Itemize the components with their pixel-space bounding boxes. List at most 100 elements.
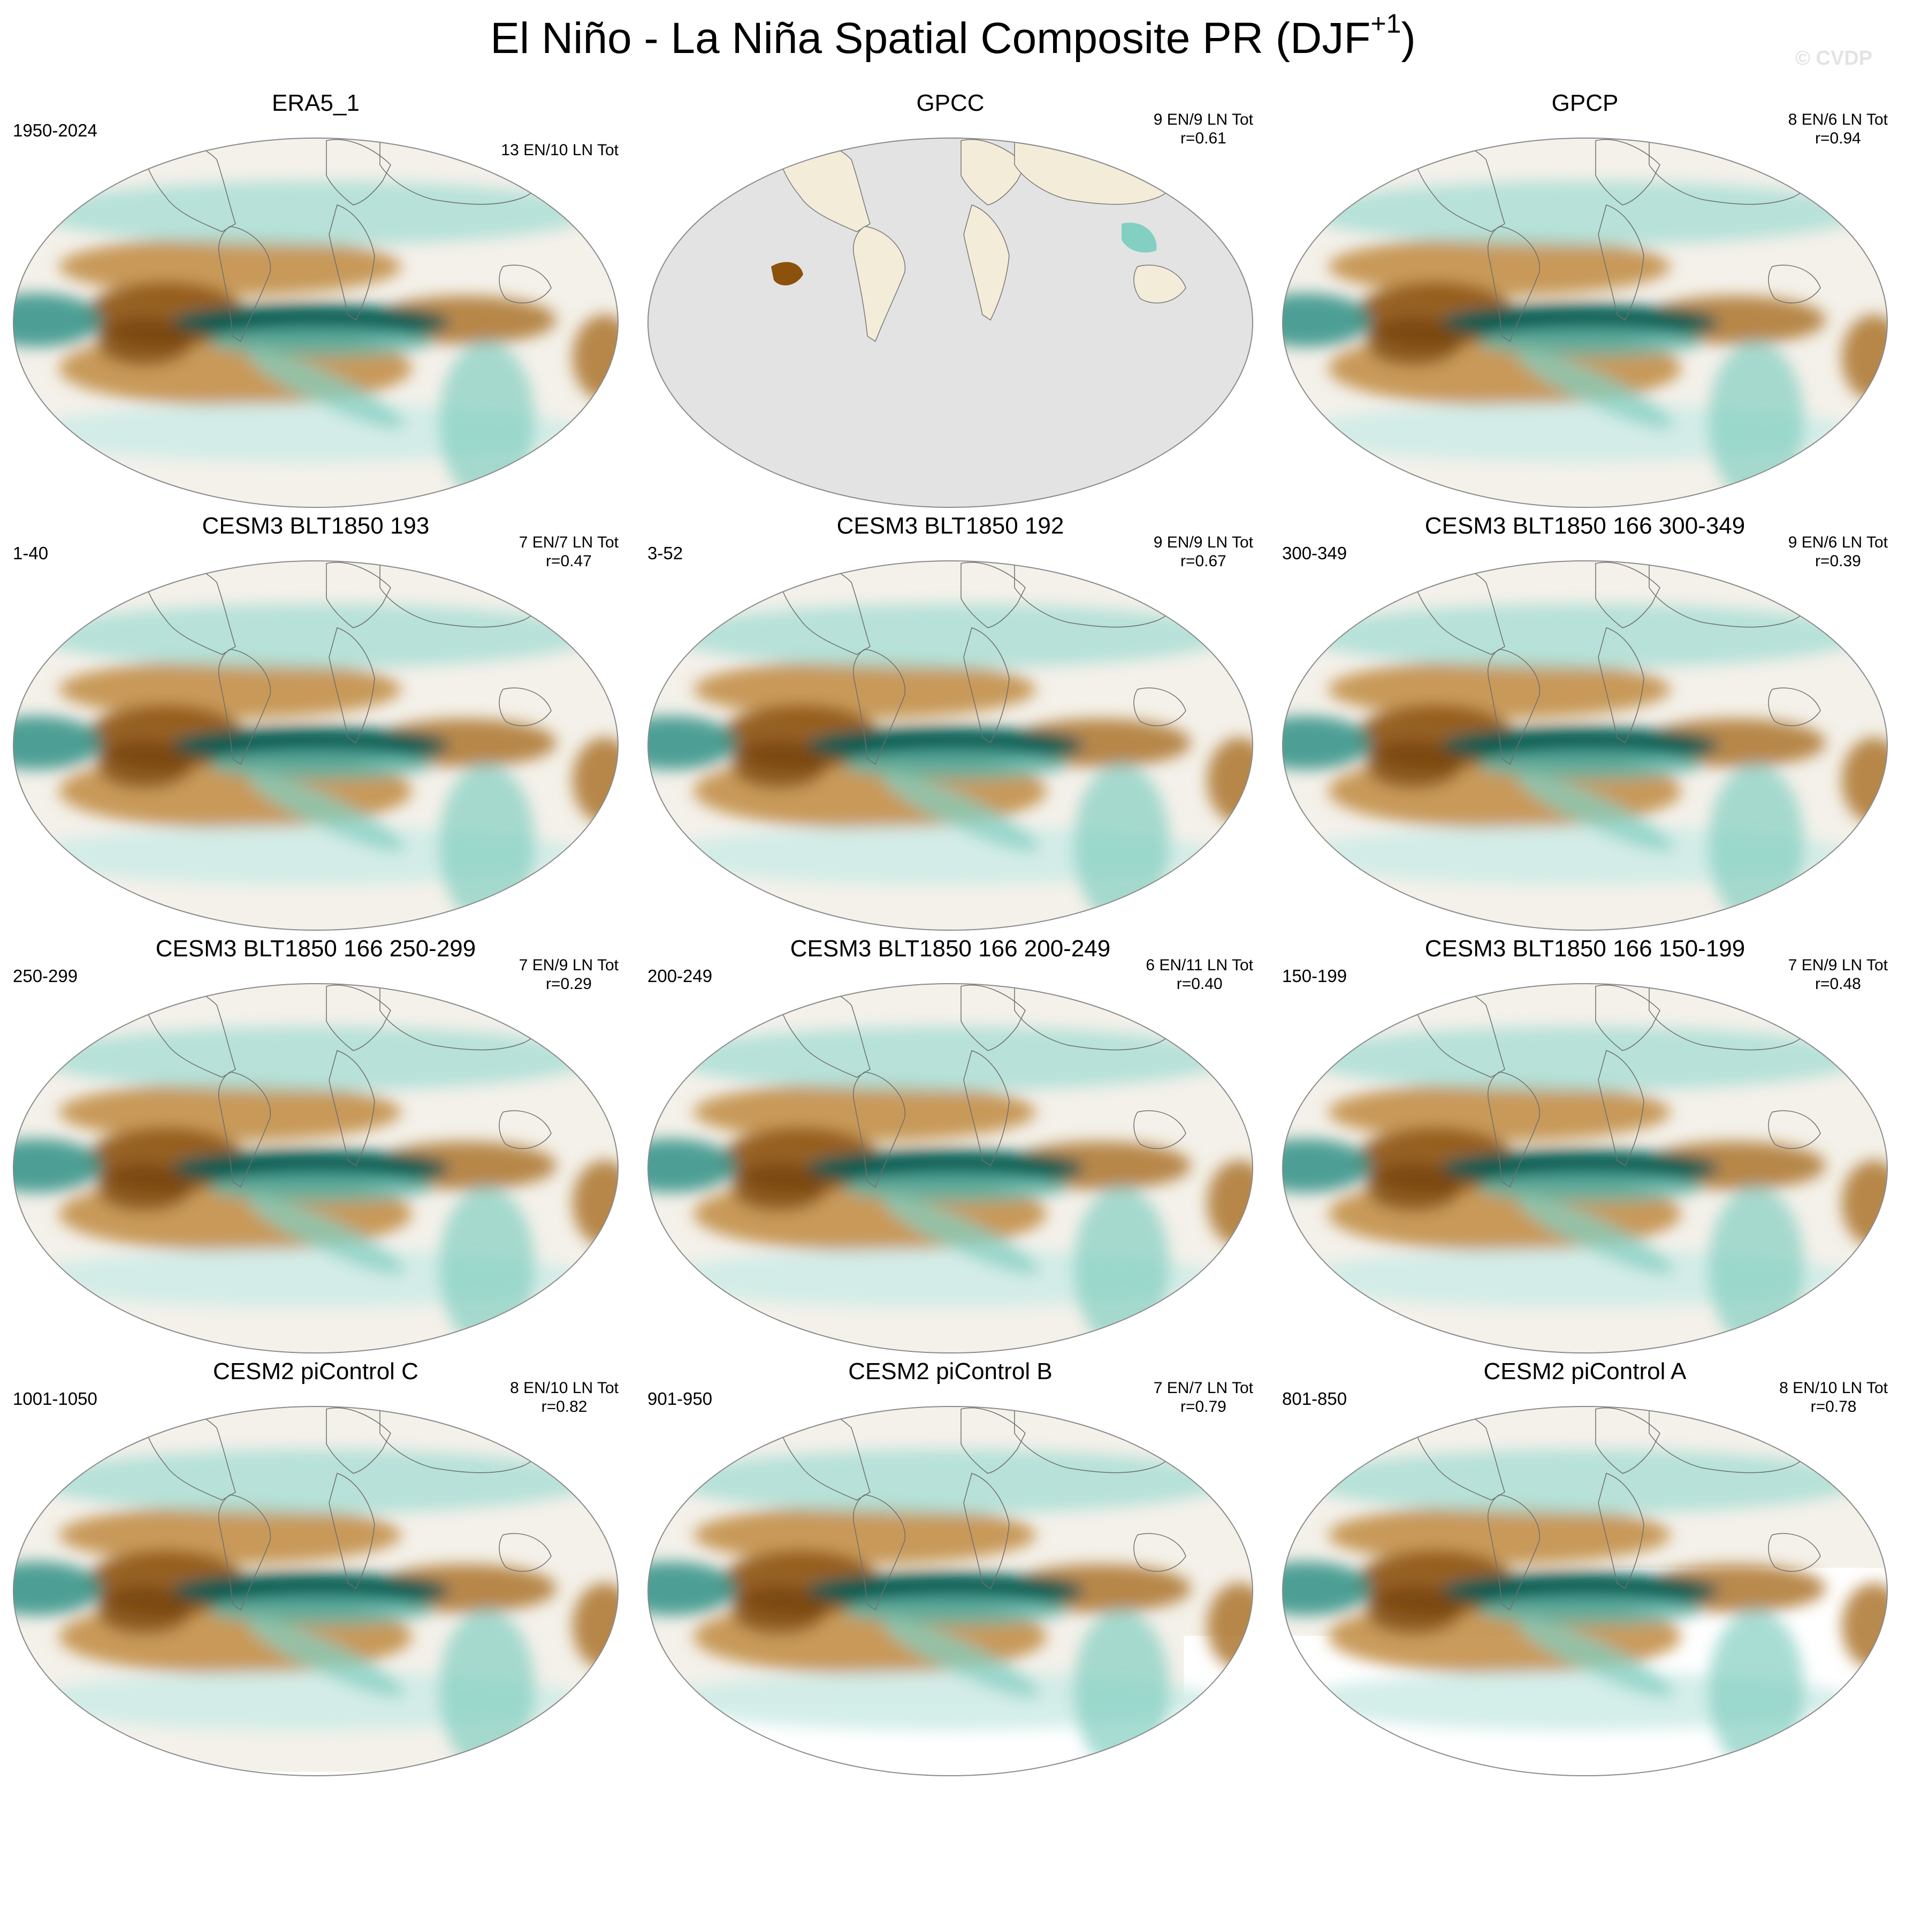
panel-stats: 8 EN/10 LN Tot r=0.82 <box>510 1379 619 1416</box>
colorbar: -5 -4 -3 -2 -1 -.75 -.5 -.25 -.1 0 .1 .25 .5 .75 1 2 3 4 5 <box>306 1811 1601 1885</box>
colorbar-swatch <box>630 1811 695 1840</box>
colorbar-swatch <box>759 1811 824 1840</box>
colorbar-unit-label: mm/day <box>0 1893 1906 1931</box>
event-count: 9 EN/9 LN Tot <box>1154 110 1253 129</box>
colorbar-swatch <box>889 1811 954 1840</box>
colorbar-tick-label: .5 <box>1135 1848 1161 1883</box>
event-count: 8 EN/6 LN Tot <box>1788 110 1888 129</box>
colorbar-tick-label: .1 <box>1005 1848 1031 1883</box>
colorbar-swatch <box>824 1811 889 1840</box>
correlation-value: r=0.47 <box>519 552 619 571</box>
robinson-map <box>640 513 1261 935</box>
panel-stats: 8 EN/10 LN Tot r=0.78 <box>1779 1379 1888 1416</box>
panel-stats: 7 EN/7 LN Tot r=0.79 <box>1154 1379 1253 1416</box>
panel-stats: 9 EN/6 LN Tot r=0.39 <box>1788 533 1888 571</box>
title-superscript: +1 <box>1370 9 1401 39</box>
robinson-map <box>5 1358 626 1781</box>
event-count: 13 EN/10 LN Tot <box>501 141 619 159</box>
colorbar-tick-label: .75 <box>1191 1848 1234 1883</box>
colorbar-tick-label: -.25 <box>797 1848 851 1883</box>
panel-stats: 9 EN/9 LN Tot r=0.61 <box>1154 110 1253 148</box>
map-panel: CESM2 piControl B 901-950 7 EN/7 LN Tot r=0… <box>640 1358 1261 1781</box>
panel-stats: 7 EN/9 LN Tot r=0.48 <box>1788 956 1888 993</box>
event-count: 7 EN/7 LN Tot <box>1154 1379 1253 1397</box>
panel-years: 801-850 <box>1282 1389 1347 1409</box>
map-panel: CESM3 BLT1850 166 300-349 300-349 9 EN/6 L… <box>1275 513 1895 935</box>
colorbar-swatch <box>1407 1811 1472 1840</box>
correlation-value: r=0.78 <box>1779 1397 1888 1416</box>
colorbar-swatch <box>1277 1811 1342 1840</box>
correlation-value: r=0.82 <box>510 1397 619 1416</box>
cvdp-watermark: © CVDP <box>1795 47 1872 70</box>
robinson-map <box>5 513 626 935</box>
panel-stats: 8 EN/6 LN Tot r=0.94 <box>1788 110 1888 148</box>
panel-title: ERA5_1 <box>5 90 626 117</box>
robinson-map <box>1275 90 1895 513</box>
panel-years: 1-40 <box>13 544 48 563</box>
robinson-map <box>1275 513 1895 935</box>
colorbar-swatch <box>954 1811 1018 1840</box>
map-panel: CESM2 piControl C 1001-1050 8 EN/10 LN Tot… <box>5 1358 626 1781</box>
colorbar-tick-label: -3 <box>486 1848 514 1883</box>
colorbar-swatch <box>436 1811 500 1840</box>
correlation-value: r=0.29 <box>519 975 619 993</box>
map-panel: CESM3 BLT1850 193 1-40 7 EN/7 LN Tot r=0.47 <box>5 513 626 935</box>
colorbar-tick-label: -.1 <box>871 1848 907 1883</box>
colorbar-tick-label: 1 <box>1269 1848 1286 1883</box>
map-panel: ERA5_1 1950-2024 13 EN/10 LN Tot <box>5 90 626 513</box>
colorbar-tick-label: -5 <box>357 1848 385 1883</box>
panel-years: 250-299 <box>13 967 78 986</box>
panel-stats: 7 EN/7 LN Tot r=0.47 <box>519 533 619 571</box>
panel-years: 1950-2024 <box>13 121 97 140</box>
map-panel: CESM3 BLT1850 192 3-52 9 EN/9 LN Tot r=0.67 <box>640 513 1261 935</box>
map-panel: GPCC 9 EN/9 LN Tot r=0.61 <box>640 90 1261 513</box>
colorbar-swatch <box>306 1811 371 1840</box>
event-count: 6 EN/11 LN Tot <box>1146 956 1253 975</box>
colorbar-tick-label: .25 <box>1062 1848 1105 1883</box>
panel-years: 200-249 <box>647 967 712 986</box>
panel-stats: 6 EN/11 LN Tot r=0.40 <box>1146 956 1253 993</box>
colorbar-swatch <box>500 1811 565 1840</box>
correlation-value: r=0.48 <box>1788 975 1888 993</box>
colorbar-swatch <box>371 1811 436 1840</box>
event-count: 7 EN/9 LN Tot <box>519 956 619 975</box>
colorbar-tick-label: -.75 <box>668 1848 721 1883</box>
correlation-value: r=0.67 <box>1154 552 1253 571</box>
event-count: 8 EN/10 LN Tot <box>1779 1379 1888 1397</box>
colorbar-tick-label: 4 <box>1463 1848 1480 1883</box>
correlation-value: r=0.94 <box>1788 129 1888 148</box>
correlation-value: r=0.39 <box>1788 552 1888 571</box>
colorbar-swatch <box>565 1811 630 1840</box>
panel-stats: 9 EN/9 LN Tot r=0.67 <box>1154 533 1253 571</box>
colorbar-swatch <box>1018 1811 1083 1840</box>
robinson-map <box>640 935 1261 1358</box>
correlation-value: r=0.61 <box>1154 129 1253 148</box>
panel-years: 300-349 <box>1282 544 1347 563</box>
correlation-value: r=0.79 <box>1154 1397 1253 1416</box>
colorbar-swatch <box>695 1811 759 1840</box>
panel-years: 901-950 <box>647 1389 712 1409</box>
colorbar-tick-label: 2 <box>1333 1848 1351 1883</box>
robinson-map <box>1275 1358 1895 1781</box>
colorbar-tick-label: 0 <box>945 1848 962 1883</box>
robinson-map <box>640 90 1261 513</box>
colorbar-tick-label: 3 <box>1398 1848 1415 1883</box>
map-panel: GPCP 8 EN/6 LN Tot r=0.94 <box>1275 90 1895 513</box>
panel-stats: 7 EN/9 LN Tot r=0.29 <box>519 956 619 993</box>
map-panel: CESM3 BLT1850 166 250-299 250-299 7 EN/9 L… <box>5 935 626 1358</box>
event-count: 8 EN/10 LN Tot <box>510 1379 619 1397</box>
panel-years: 1001-1050 <box>13 1389 97 1409</box>
event-count: 9 EN/9 LN Tot <box>1154 533 1253 552</box>
colorbar-swatch <box>1536 1811 1601 1840</box>
event-count: 7 EN/7 LN Tot <box>519 533 619 552</box>
map-panel: CESM2 piControl A 801-850 8 EN/10 LN Tot r=… <box>1275 1358 1895 1781</box>
event-count: 9 EN/6 LN Tot <box>1788 533 1888 552</box>
event-count: 7 EN/9 LN Tot <box>1788 956 1888 975</box>
colorbar-swatch <box>1083 1811 1148 1840</box>
colorbar-swatch <box>1213 1811 1277 1840</box>
map-panel: CESM3 BLT1850 166 150-199 150-199 7 EN/9 L… <box>1275 935 1895 1358</box>
robinson-map <box>640 1358 1261 1781</box>
robinson-map <box>5 935 626 1358</box>
correlation-value: r=0.40 <box>1146 975 1253 993</box>
panel-stats: 13 EN/10 LN Tot <box>501 141 619 159</box>
